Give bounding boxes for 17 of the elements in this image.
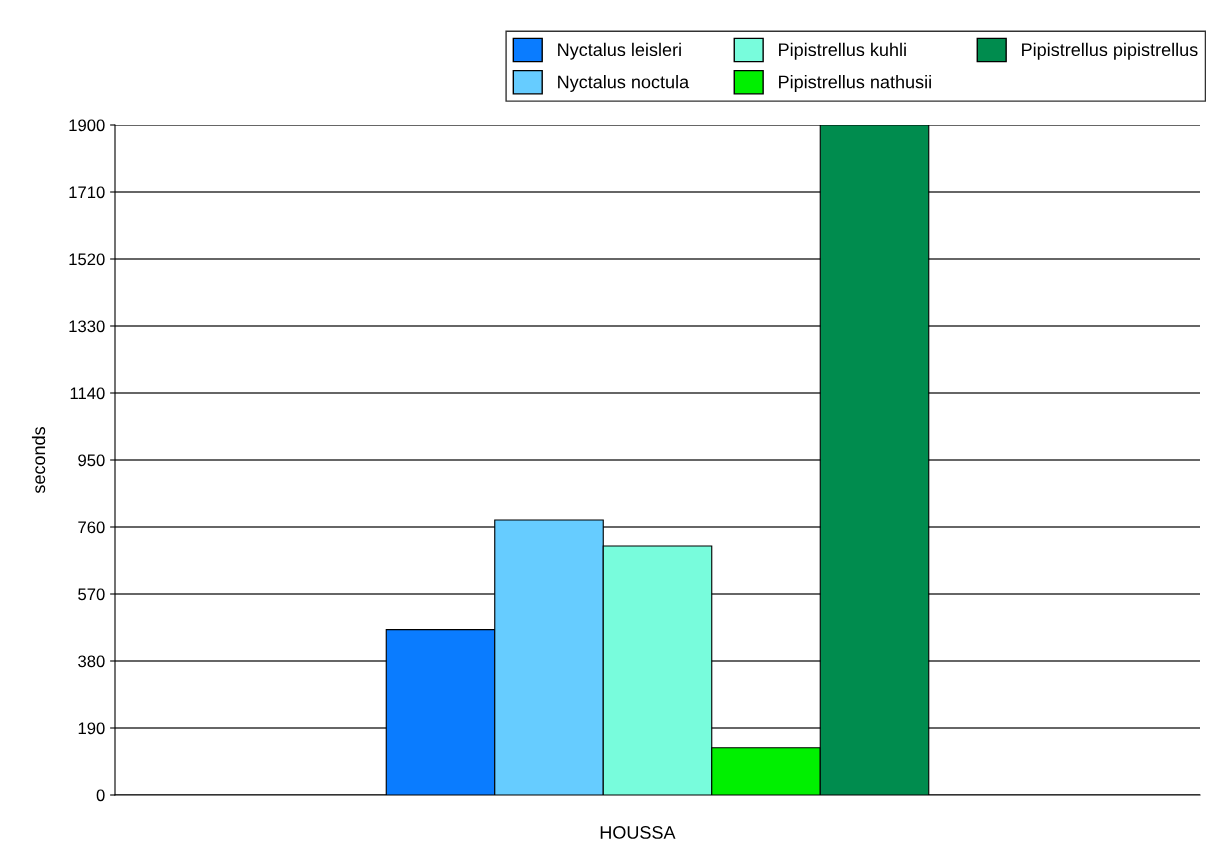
y-tick-label: 760 — [78, 521, 105, 534]
y-tick-label: 950 — [78, 454, 105, 467]
y-axis-title: seconds — [31, 427, 46, 494]
legend-label: Pipistrellus pipistrellus — [1022, 42, 1198, 60]
y-tick-label: 190 — [78, 722, 105, 735]
legend-label: Nyctalus noctula — [558, 75, 690, 92]
y-tick-label: 1330 — [69, 320, 105, 333]
y-tick-label: 1520 — [69, 253, 105, 266]
legend-label: Pipistrellus kuhli — [779, 42, 906, 60]
legend-label: Pipistrellus nathusii — [779, 75, 931, 92]
y-tick-label: 0 — [96, 789, 105, 802]
legend-label: Nyctalus leisleri — [558, 42, 681, 60]
y-tick-label: 1140 — [70, 387, 105, 400]
y-tick-label: 1710 — [69, 186, 105, 199]
y-tick-label: 380 — [78, 655, 105, 668]
y-tick-label: 1900 — [69, 119, 105, 132]
y-tick-label: 570 — [78, 588, 105, 601]
